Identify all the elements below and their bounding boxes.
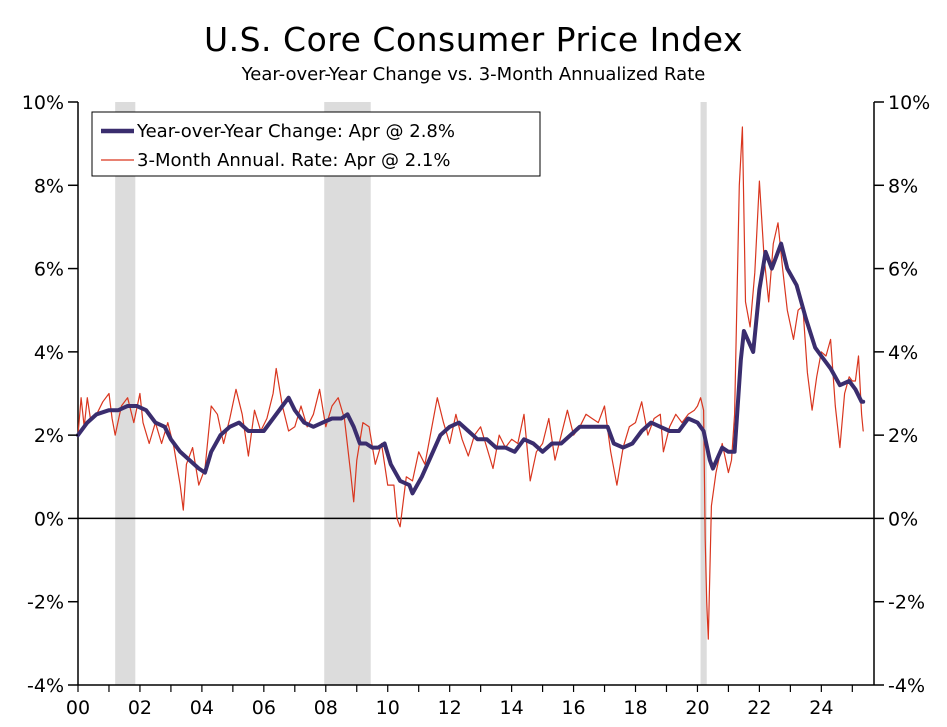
y-tick-label-right: -4% bbox=[888, 675, 925, 697]
y-tick-label-left: 6% bbox=[34, 259, 64, 281]
y-tick-label-right: -2% bbox=[888, 592, 925, 614]
series-lines bbox=[76, 126, 866, 640]
x-tick-label: 02 bbox=[128, 697, 152, 719]
legend-label-yoy: Year-over-Year Change: Apr @ 2.8% bbox=[136, 121, 455, 142]
plot-frame bbox=[77, 102, 875, 686]
y-tick-label-left: 4% bbox=[34, 342, 64, 364]
legend: Year-over-Year Change: Apr @ 2.8% 3-Mont… bbox=[91, 111, 541, 177]
y-tick-label-right: 2% bbox=[888, 425, 918, 447]
y-tick-label-right: 6% bbox=[888, 259, 918, 281]
recession-band-1 bbox=[324, 102, 371, 685]
x-tick-label: 06 bbox=[252, 697, 276, 719]
x-tick-label: 08 bbox=[314, 697, 338, 719]
series-line-ann bbox=[77, 126, 864, 640]
y-tick-label-right: 4% bbox=[888, 342, 918, 364]
y-tick-label-right: 10% bbox=[888, 92, 930, 114]
chart-subtitle: Year-over-Year Change vs. 3-Month Annual… bbox=[241, 64, 706, 85]
chart-title: U.S. Core Consumer Price Index bbox=[203, 20, 744, 59]
y-tick-label-left: 10% bbox=[22, 92, 64, 114]
legend-box bbox=[91, 111, 541, 177]
y-tick-label-left: -2% bbox=[27, 592, 64, 614]
y-tick-label-left: 0% bbox=[34, 508, 64, 530]
series-line-yoy bbox=[76, 241, 866, 496]
x-tick-label: 00 bbox=[66, 697, 90, 719]
y-tick-label-left: -4% bbox=[27, 675, 64, 697]
x-tick-label: 04 bbox=[190, 697, 214, 719]
x-tick-label: 14 bbox=[500, 697, 524, 719]
x-tick-label: 22 bbox=[747, 697, 771, 719]
recession-band-2 bbox=[700, 102, 707, 685]
x-tick-label: 18 bbox=[623, 697, 647, 719]
y-tick-label-left: 8% bbox=[34, 175, 64, 197]
axes: -4% -4% -2% -2% 0% 0% 2% 2% 4% 4% 6% 6% 8% 8% 10% 10% 00… bbox=[22, 92, 930, 719]
y-tick-label-left: 2% bbox=[34, 425, 64, 447]
recession-bands bbox=[115, 102, 707, 685]
recession-band-0 bbox=[115, 102, 136, 685]
x-tick-label: 20 bbox=[685, 697, 709, 719]
y-tick-label-right: 8% bbox=[888, 175, 918, 197]
x-tick-label: 24 bbox=[809, 697, 833, 719]
legend-label-ann: 3-Month Annual. Rate: Apr @ 2.1% bbox=[137, 150, 450, 171]
x-tick-label: 10 bbox=[376, 697, 400, 719]
y-tick-label-right: 0% bbox=[888, 508, 918, 530]
x-tick-label: 16 bbox=[561, 697, 585, 719]
x-tick-label: 12 bbox=[438, 697, 462, 719]
